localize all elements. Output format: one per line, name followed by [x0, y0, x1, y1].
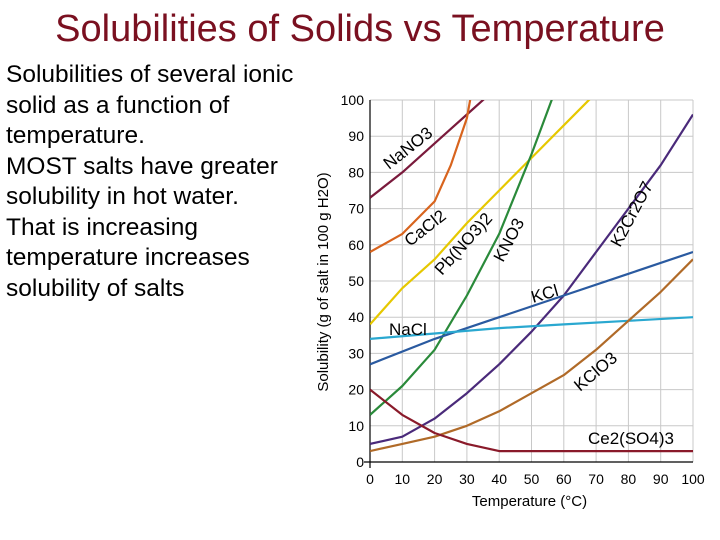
series-label-ce2so43: Ce2(SO4)3: [588, 429, 674, 448]
series-lines: [370, 100, 693, 453]
series-line-kno3: [370, 100, 553, 416]
y-tick-label: 30: [348, 345, 364, 361]
paragraph-1: Solubilities of several ionic solid as a…: [6, 61, 294, 149]
y-tick-label: 20: [348, 382, 364, 398]
series-line-nano3: [370, 100, 485, 199]
y-tick-label: 90: [348, 128, 364, 144]
x-tick-label: 30: [459, 471, 475, 487]
series-line-nacl: [370, 316, 693, 340]
body-text: Solubilities of several ionic solid as a…: [6, 60, 306, 304]
x-tick-label: 70: [588, 471, 604, 487]
paragraph-2: MOST salts have greater solubility in ho…: [6, 152, 278, 211]
x-tick-label: 50: [524, 471, 540, 487]
y-axis-title: Solubility (g of salt in 100 g H2O): [315, 172, 332, 391]
x-tick-label: 90: [653, 471, 669, 487]
series-line-pbno32: [370, 100, 591, 326]
series-line-ce2so43: [370, 388, 693, 453]
y-tick-label: 80: [348, 164, 364, 180]
axes: 0 10 20 30 40 50 60 70 80 90 100 0 10 20 30 40 50 60 70 80 9…: [315, 92, 705, 510]
slide-title: Solubilities of Solids vs Temperature: [55, 8, 665, 50]
x-axis-title: Temperature (°C): [472, 493, 587, 510]
series-label-k2cr2o7: K2Cr2O7: [607, 178, 657, 249]
y-tick-label: 0: [356, 454, 364, 470]
x-tick-label: 60: [556, 471, 572, 487]
x-tick-label: 40: [491, 471, 507, 487]
y-tick-label: 50: [348, 273, 364, 289]
x-tick-label: 10: [395, 471, 411, 487]
series-line-k2cr2o7: [370, 113, 693, 445]
y-tick-label: 10: [348, 418, 364, 434]
x-tick-label: 100: [681, 471, 705, 487]
x-tick-label: 20: [427, 471, 443, 487]
x-tick-label: 0: [366, 471, 374, 487]
series-line-kcl: [370, 250, 693, 366]
y-tick-label: 40: [348, 309, 364, 325]
y-tick-label: 60: [348, 237, 364, 253]
y-tick-label: 100: [341, 92, 365, 108]
series-line-cacl2: [370, 100, 472, 253]
x-tick-label: 80: [621, 471, 637, 487]
series-line-kclo3: [370, 258, 693, 453]
series-label-nacl: NaCl: [389, 320, 427, 339]
paragraph-3: That is increasing temperature increases…: [6, 213, 250, 302]
y-tick-label: 70: [348, 201, 364, 217]
